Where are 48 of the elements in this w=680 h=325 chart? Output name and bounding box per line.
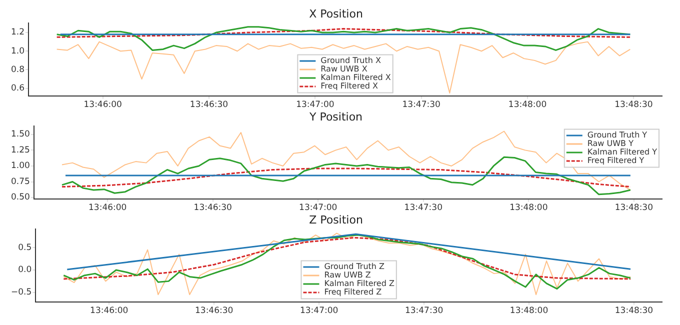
legend-label: Ground Truth Y: [587, 130, 648, 140]
line-series: [61, 168, 632, 188]
x-tick-label: 13:47:00: [296, 100, 334, 110]
x-tick-label: 13:47:00: [300, 306, 338, 316]
legend-label: Raw UWB X: [320, 64, 368, 74]
y-tick-label: 1.00: [10, 161, 30, 172]
x-tick-label: 13:47:30: [404, 306, 444, 316]
legend-label: Kalman Filtered X: [320, 73, 392, 82]
line-series: [62, 236, 632, 280]
y-tick-label: 1.25: [10, 145, 30, 156]
x-tick-label: 13:46:30: [190, 100, 228, 110]
y-tick-label: 1.2: [10, 28, 25, 38]
x-tick-label: 13:47:30: [404, 203, 442, 214]
chart-title: Z Position: [309, 213, 363, 226]
legend-label: Ground Truth X: [320, 56, 382, 66]
line-series: [56, 28, 631, 38]
legend-label: Freq Filtered Z: [324, 288, 382, 297]
x-tick-label: 13:46:00: [88, 203, 127, 214]
legend-label: Ground Truth Z: [324, 262, 386, 272]
x-tick-label: 13:46:30: [195, 306, 234, 316]
y-tick-label: −0.5: [11, 288, 32, 298]
legend-label: Freq Filtered Y: [587, 156, 644, 166]
y-tick-label: 0.0: [18, 265, 32, 276]
y-tick-label: 0.75: [10, 176, 30, 187]
x-tick-label: 13:48:00: [510, 203, 548, 214]
y-tick-label: 0.8: [10, 64, 25, 75]
y-tick-label: 0.50: [10, 192, 30, 203]
x-tick-label: 13:47:00: [299, 203, 338, 214]
legend-label: Raw UWB Z: [324, 270, 372, 280]
x-tick-label: 13:46:30: [194, 203, 232, 214]
x-tick-label: 13:48:00: [508, 100, 547, 110]
x-tick-label: 13:48:30: [614, 100, 653, 110]
x-tick-label: 13:46:00: [90, 306, 128, 316]
x-tick-label: 13:47:30: [402, 100, 440, 110]
y-tick-label: 1.0: [10, 46, 25, 56]
legend-label: Kalman Filtered Y: [587, 148, 658, 157]
chart-title: X Position: [309, 7, 363, 20]
chart-title: Y Position: [308, 110, 363, 124]
x-tick-label: 13:46:00: [84, 100, 122, 110]
y-tick-label: 0.5: [18, 242, 32, 253]
legend-label: Raw UWB Y: [587, 139, 634, 148]
x-tick-label: 13:48:30: [614, 203, 654, 214]
x-tick-label: 13:48:00: [510, 306, 548, 316]
y-tick-label: 1.50: [10, 130, 30, 140]
legend-label: Freq Filtered X: [320, 82, 379, 91]
x-tick-label: 13:48:30: [614, 306, 654, 316]
legend-label: Kalman Filtered Z: [324, 279, 395, 288]
y-tick-label: 0.6: [10, 84, 25, 94]
